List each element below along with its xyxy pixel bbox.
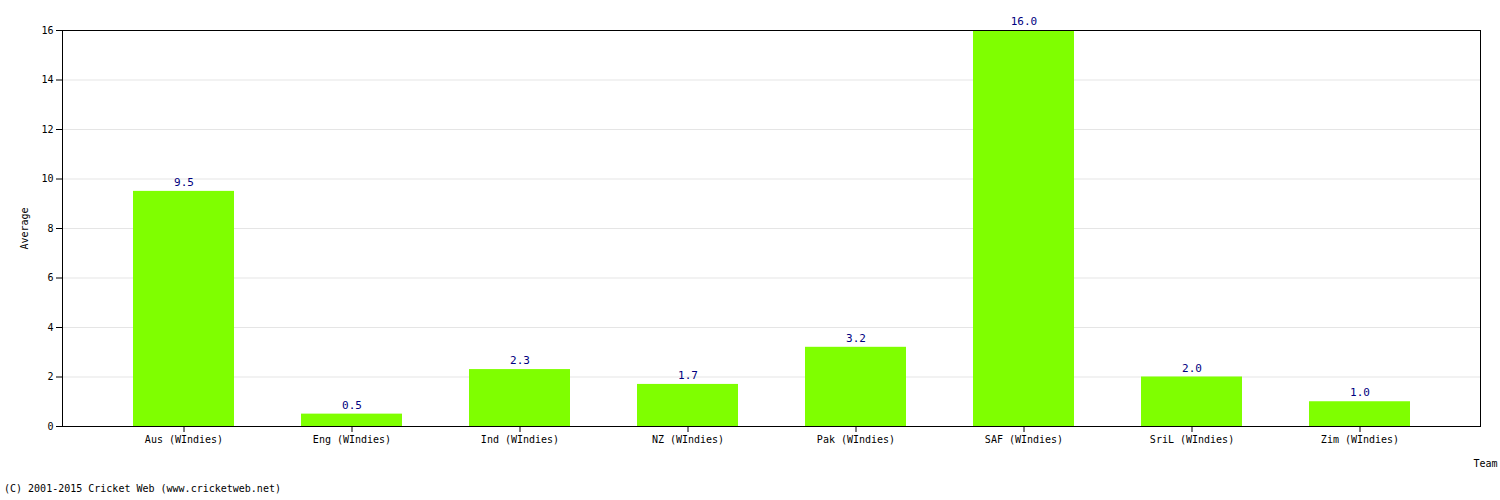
svg-text:2.3: 2.3: [510, 354, 530, 367]
svg-text:Zim (WIndies): Zim (WIndies): [1321, 434, 1399, 445]
svg-text:Eng (WIndies): Eng (WIndies): [313, 434, 391, 445]
svg-text:6: 6: [47, 272, 53, 283]
svg-text:1.7: 1.7: [678, 369, 698, 382]
svg-text:9.5: 9.5: [174, 176, 194, 189]
svg-text:10: 10: [41, 173, 53, 184]
svg-text:14: 14: [41, 74, 53, 85]
svg-text:0.5: 0.5: [342, 399, 362, 412]
svg-text:8: 8: [47, 223, 53, 234]
svg-text:2: 2: [47, 371, 53, 382]
svg-text:Average: Average: [19, 207, 30, 249]
svg-text:16.0: 16.0: [1011, 15, 1038, 28]
svg-text:3.2: 3.2: [846, 332, 866, 345]
svg-text:SAF (WIndies): SAF (WIndies): [985, 434, 1063, 445]
svg-text:Ind (WIndies): Ind (WIndies): [481, 434, 559, 445]
svg-text:Pak (WIndies): Pak (WIndies): [817, 434, 895, 445]
svg-text:NZ (WIndies): NZ (WIndies): [652, 434, 724, 445]
svg-text:0: 0: [47, 421, 53, 432]
svg-text:2.0: 2.0: [1182, 362, 1202, 375]
svg-text:4: 4: [47, 322, 53, 333]
svg-text:Team: Team: [1473, 458, 1497, 469]
svg-text:SriL (WIndies): SriL (WIndies): [1150, 434, 1234, 445]
svg-text:Aus (WIndies): Aus (WIndies): [145, 434, 223, 445]
svg-text:1.0: 1.0: [1350, 386, 1370, 399]
html-text:(C) 2001-2015 Cricket Web (www: (C) 2001-2015 Cricket Web (www.cricketwe…: [4, 483, 281, 494]
svg-text:12: 12: [41, 124, 53, 135]
svg-text:16: 16: [41, 25, 53, 36]
